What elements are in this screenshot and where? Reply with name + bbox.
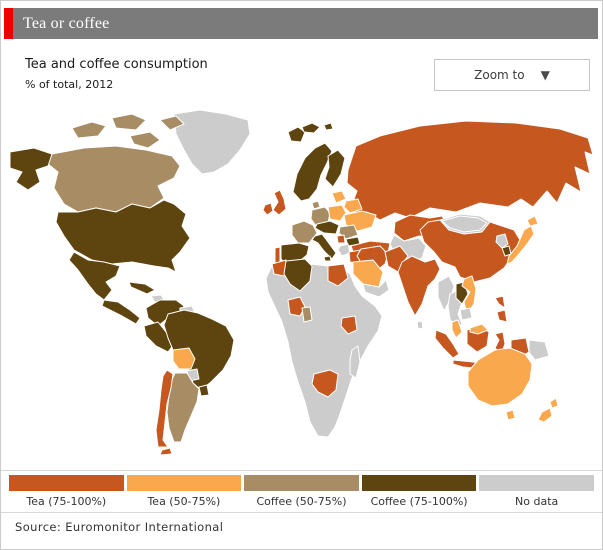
country-philippines-1[interactable] <box>494 295 506 309</box>
caret-down-icon: ▼ <box>540 68 550 82</box>
country-mongolia-overlay[interactable] <box>441 215 488 233</box>
country-alaska[interactable] <box>9 147 53 191</box>
region-central-europe[interactable] <box>314 220 340 235</box>
country-russia[interactable] <box>346 120 594 221</box>
legend-item-coffee-75-100: Coffee (75-100%) <box>361 475 477 508</box>
country-cameroon[interactable] <box>301 306 313 323</box>
country-south-africa[interactable] <box>311 369 339 398</box>
red-accent-block <box>4 8 13 39</box>
country-philippines-2[interactable] <box>496 309 508 323</box>
country-svalbard-2[interactable] <box>323 122 334 131</box>
country-italy-sicily[interactable] <box>323 255 332 262</box>
country-chile[interactable] <box>155 369 174 448</box>
legend-swatch-tea-50-75 <box>126 475 242 491</box>
map-legend: Tea (75-100%) Tea (50-75%) Coffee (50-75… <box>9 475 594 508</box>
country-poland[interactable] <box>327 204 347 222</box>
legend-item-tea-50-75: Tea (50-75%) <box>126 475 242 508</box>
chart-title: Tea and coffee consumption <box>25 57 208 72</box>
country-malaysia-peninsula[interactable] <box>451 319 463 339</box>
country-finland[interactable] <box>324 149 346 188</box>
region-baltic-states[interactable] <box>331 190 347 204</box>
world-choropleth-map[interactable] <box>8 108 598 466</box>
country-svalbard[interactable] <box>301 122 321 134</box>
legend-label: Coffee (75-100%) <box>370 495 468 508</box>
legend-label: Coffee (50-75%) <box>256 495 347 508</box>
country-peru[interactable] <box>143 321 175 353</box>
region-yemen-oman[interactable] <box>362 279 390 298</box>
legend-label: Tea (50-75%) <box>147 495 221 508</box>
country-brazil[interactable] <box>163 309 235 391</box>
country-denmark[interactable] <box>311 200 321 210</box>
header-bar: Tea or coffee <box>4 8 598 39</box>
legend-label: Tea (75-100%) <box>26 495 107 508</box>
legend-item-tea-75-100: Tea (75-100%) <box>9 475 124 508</box>
footer-divider <box>1 512 602 513</box>
legend-swatch-tea-75-100 <box>9 475 124 491</box>
country-malaysia-north-borneo[interactable] <box>469 323 489 335</box>
country-greenland[interactable] <box>173 109 251 175</box>
country-norway-sweden[interactable] <box>292 142 333 202</box>
country-japan[interactable] <box>506 225 535 265</box>
country-madagascar[interactable] <box>349 345 361 379</box>
country-algeria[interactable] <box>283 258 313 292</box>
country-sri-lanka[interactable] <box>416 320 424 330</box>
page-title: Tea or coffee <box>23 15 110 32</box>
country-cambodia[interactable] <box>459 307 473 321</box>
country-chile-tdf[interactable] <box>159 447 173 456</box>
country-serbia[interactable] <box>336 234 346 244</box>
country-italy[interactable] <box>311 233 337 260</box>
country-kenya[interactable] <box>340 315 358 335</box>
legend-swatch-coffee-75-100 <box>361 475 477 491</box>
chart-subtitle: % of total, 2012 <box>25 78 114 91</box>
region-central-america[interactable] <box>101 299 141 325</box>
zoom-to-dropdown[interactable]: Zoom to ▼ <box>434 59 590 91</box>
country-united-kingdom[interactable] <box>272 189 287 216</box>
legend-item-no-data: No data <box>479 475 594 508</box>
country-papua-new-guinea[interactable] <box>528 339 550 361</box>
country-bolivia[interactable] <box>172 347 196 370</box>
country-india[interactable] <box>397 255 441 317</box>
legend-divider <box>1 470 602 471</box>
legend-item-coffee-50-75: Coffee (50-75%) <box>244 475 359 508</box>
country-north-korea[interactable] <box>495 233 509 249</box>
country-canada-arctic-2[interactable] <box>111 113 147 131</box>
country-new-zealand-south[interactable] <box>537 407 553 423</box>
country-egypt[interactable] <box>327 263 349 287</box>
country-cuba[interactable] <box>128 281 156 295</box>
country-new-zealand-north[interactable] <box>549 397 559 409</box>
legend-label: No data <box>515 495 559 508</box>
country-tasmania[interactable] <box>505 409 516 421</box>
country-belarus[interactable] <box>343 198 363 214</box>
source-note: Source: Euromonitor International <box>15 520 224 534</box>
legend-swatch-coffee-50-75 <box>244 475 359 491</box>
country-japan-hokkaido[interactable] <box>526 215 539 227</box>
country-canada-arctic-3[interactable] <box>129 131 161 149</box>
zoom-to-label: Zoom to <box>474 68 525 82</box>
legend-swatch-no-data <box>479 475 594 491</box>
country-iceland[interactable] <box>287 126 306 143</box>
country-australia[interactable] <box>467 347 533 407</box>
country-ireland[interactable] <box>262 202 274 216</box>
country-canada-arctic-1[interactable] <box>71 121 107 139</box>
country-uruguay[interactable] <box>198 384 210 397</box>
country-mexico[interactable] <box>68 251 121 301</box>
country-united-states[interactable] <box>55 199 191 273</box>
country-canada-arctic-4[interactable] <box>159 115 185 131</box>
country-indonesia-sumatra[interactable] <box>434 329 460 359</box>
country-greece[interactable] <box>337 243 351 257</box>
